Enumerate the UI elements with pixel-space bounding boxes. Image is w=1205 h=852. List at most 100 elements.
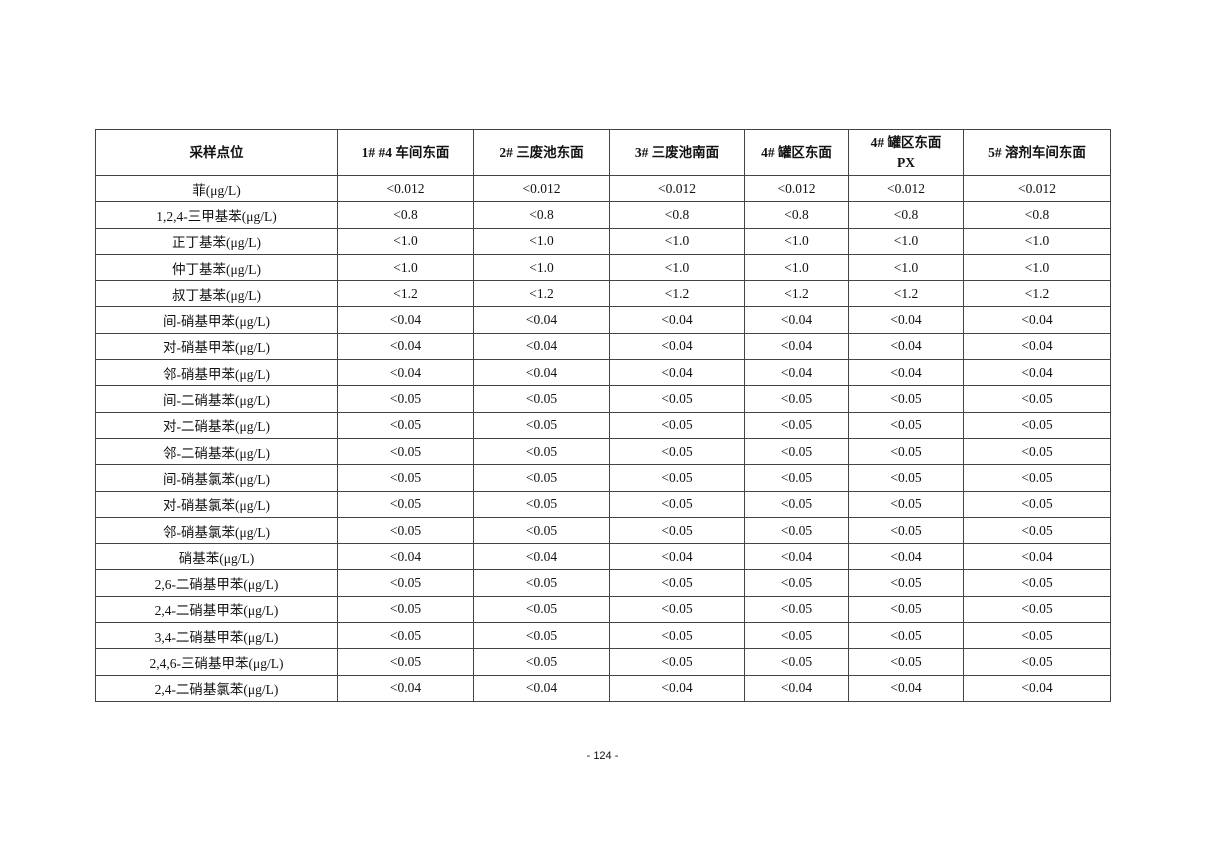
value-cell: <0.05 bbox=[963, 437, 1111, 466]
value-cell: <0.05 bbox=[337, 595, 474, 624]
value-cell: <0.05 bbox=[963, 622, 1111, 650]
table-row: 菲(μg/L) <0.012 <0.012 <0.012 <0.012 <0.012 <0.… bbox=[95, 174, 1111, 203]
value-cell: <0.05 bbox=[609, 437, 745, 466]
value-cell: <1.2 bbox=[337, 280, 474, 308]
value-cell: <0.05 bbox=[963, 464, 1111, 492]
value-cell: <1.0 bbox=[744, 253, 849, 282]
value-cell: <0.05 bbox=[848, 595, 964, 624]
value-cell: <1.0 bbox=[473, 253, 610, 282]
table-row: 邻-硝基甲苯(μg/L) <0.04 <0.04 <0.04 <0.04 <0.04 <0.… bbox=[95, 359, 1111, 387]
value-cell: <0.05 bbox=[609, 648, 745, 676]
analyte-name: 对-硝基甲苯(μg/L) bbox=[95, 332, 338, 361]
value-cell: <0.04 bbox=[337, 306, 474, 334]
analyte-name: 仲丁基苯(μg/L) bbox=[95, 253, 338, 282]
value-cell: <0.05 bbox=[744, 516, 849, 545]
value-cell: <0.05 bbox=[337, 464, 474, 492]
value-cell: <0.012 bbox=[744, 174, 849, 203]
value-cell: <0.04 bbox=[337, 543, 474, 571]
table-row: 2,6-二硝基甲苯(μg/L) <0.05 <0.05 <0.05 <0.05 <0.05… bbox=[95, 569, 1111, 597]
value-cell: <0.04 bbox=[609, 359, 745, 387]
table-row: 仲丁基苯(μg/L) <1.0 <1.0 <1.0 <1.0 <1.0 <1.0 bbox=[95, 253, 1111, 282]
value-cell: <0.05 bbox=[744, 595, 849, 624]
value-cell: <0.05 bbox=[963, 569, 1111, 597]
value-cell: <0.05 bbox=[337, 622, 474, 650]
value-cell: <0.04 bbox=[609, 543, 745, 571]
value-cell: <0.04 bbox=[963, 674, 1111, 702]
value-cell: <0.04 bbox=[473, 306, 610, 334]
analyte-name: 对-二硝基苯(μg/L) bbox=[95, 411, 338, 439]
value-cell: <0.04 bbox=[848, 332, 964, 361]
value-cell: <0.05 bbox=[848, 516, 964, 545]
value-cell: <0.04 bbox=[609, 306, 745, 334]
value-cell: <0.05 bbox=[848, 385, 964, 413]
value-cell: <0.05 bbox=[473, 516, 610, 545]
value-cell: <0.05 bbox=[609, 569, 745, 597]
column-header: 4# 罐区东面 bbox=[744, 129, 849, 176]
value-cell: <0.05 bbox=[609, 490, 745, 518]
analyte-name: 2,6-二硝基甲苯(μg/L) bbox=[95, 569, 338, 597]
value-cell: <0.05 bbox=[473, 490, 610, 518]
table-row: 间-硝基氯苯(μg/L) <0.05 <0.05 <0.05 <0.05 <0.05 <0.… bbox=[95, 464, 1111, 492]
value-cell: <0.05 bbox=[337, 490, 474, 518]
value-cell: <0.05 bbox=[848, 464, 964, 492]
table-row: 对-硝基氯苯(μg/L) <0.05 <0.05 <0.05 <0.05 <0.05 <0.… bbox=[95, 490, 1111, 518]
column-header: 5# 溶剂车间东面 bbox=[963, 129, 1111, 176]
table-row: 3,4-二硝基甲苯(μg/L) <0.05 <0.05 <0.05 <0.05 <0.05… bbox=[95, 622, 1111, 650]
value-cell: <0.8 bbox=[848, 201, 964, 229]
value-cell: <0.012 bbox=[848, 174, 964, 203]
column-header: 3# 三废池南面 bbox=[609, 129, 745, 176]
value-cell: <0.05 bbox=[337, 411, 474, 439]
value-cell: <0.05 bbox=[337, 516, 474, 545]
value-cell: <0.04 bbox=[744, 674, 849, 702]
value-cell: <0.04 bbox=[963, 306, 1111, 334]
value-cell: <1.2 bbox=[963, 280, 1111, 308]
value-cell: <0.05 bbox=[963, 490, 1111, 518]
analyte-name: 邻-硝基氯苯(μg/L) bbox=[95, 516, 338, 545]
value-cell: <0.012 bbox=[473, 174, 610, 203]
analyte-name: 2,4-二硝基氯苯(μg/L) bbox=[95, 674, 338, 702]
analyte-name: 2,4-二硝基甲苯(μg/L) bbox=[95, 595, 338, 624]
value-cell: <0.05 bbox=[744, 490, 849, 518]
value-cell: <0.8 bbox=[609, 201, 745, 229]
value-cell: <0.012 bbox=[963, 174, 1111, 203]
column-header: 4# 罐区东面 PX bbox=[848, 129, 964, 176]
table-row: 2,4-二硝基氯苯(μg/L) <0.04 <0.04 <0.04 <0.04 <0.04… bbox=[95, 674, 1111, 702]
value-cell: <0.05 bbox=[848, 648, 964, 676]
value-cell: <1.0 bbox=[337, 253, 474, 282]
value-cell: <0.05 bbox=[848, 437, 964, 466]
value-cell: <0.05 bbox=[473, 437, 610, 466]
value-cell: <1.2 bbox=[744, 280, 849, 308]
table-row: 邻-二硝基苯(μg/L) <0.05 <0.05 <0.05 <0.05 <0.05 <0.… bbox=[95, 437, 1111, 466]
value-cell: <1.0 bbox=[744, 227, 849, 255]
value-cell: <0.05 bbox=[848, 490, 964, 518]
value-cell: <0.04 bbox=[337, 674, 474, 702]
value-cell: <0.05 bbox=[848, 569, 964, 597]
value-cell: <0.05 bbox=[473, 569, 610, 597]
value-cell: <0.04 bbox=[473, 543, 610, 571]
value-cell: <1.2 bbox=[848, 280, 964, 308]
value-cell: <0.05 bbox=[744, 569, 849, 597]
value-cell: <0.8 bbox=[744, 201, 849, 229]
value-cell: <1.0 bbox=[609, 227, 745, 255]
value-cell: <0.04 bbox=[848, 359, 964, 387]
analyte-name: 2,4,6-三硝基甲苯(μg/L) bbox=[95, 648, 338, 676]
value-cell: <0.04 bbox=[473, 359, 610, 387]
value-cell: <0.04 bbox=[963, 359, 1111, 387]
value-cell: <1.0 bbox=[963, 227, 1111, 255]
value-cell: <0.012 bbox=[337, 174, 474, 203]
value-cell: <0.05 bbox=[744, 437, 849, 466]
value-cell: <1.2 bbox=[609, 280, 745, 308]
value-cell: <0.05 bbox=[473, 622, 610, 650]
table-row: 邻-硝基氯苯(μg/L) <0.05 <0.05 <0.05 <0.05 <0.05 <0.… bbox=[95, 516, 1111, 545]
value-cell: <0.8 bbox=[963, 201, 1111, 229]
table-row: 间-二硝基苯(μg/L) <0.05 <0.05 <0.05 <0.05 <0.05 <0.… bbox=[95, 385, 1111, 413]
analyte-name: 邻-硝基甲苯(μg/L) bbox=[95, 359, 338, 387]
column-header: 1# #4 车间东面 bbox=[337, 129, 474, 176]
value-cell: <0.04 bbox=[473, 332, 610, 361]
analyte-name: 间-硝基甲苯(μg/L) bbox=[95, 306, 338, 334]
value-cell: <0.05 bbox=[963, 516, 1111, 545]
value-cell: <0.05 bbox=[963, 595, 1111, 624]
value-cell: <0.05 bbox=[337, 648, 474, 676]
value-cell: <0.04 bbox=[337, 332, 474, 361]
value-cell: <0.04 bbox=[744, 306, 849, 334]
